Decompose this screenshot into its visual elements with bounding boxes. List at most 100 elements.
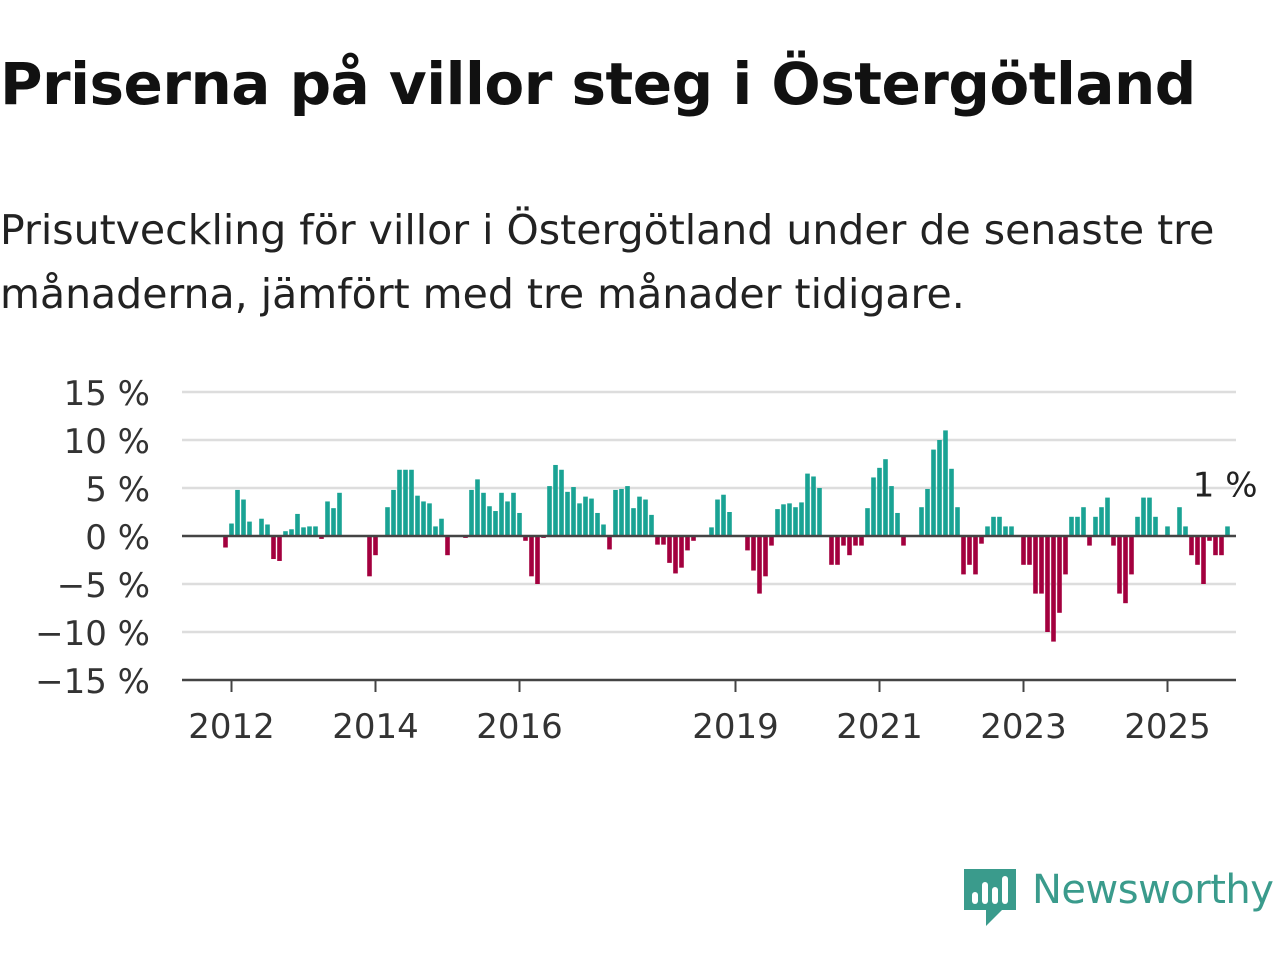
- bar-negative: [529, 536, 534, 577]
- bar-negative: [1207, 536, 1212, 541]
- bar-negative: [673, 536, 678, 574]
- x-axis: 2012 2014 2016 2019 2021 2023 2025: [182, 534, 1236, 747]
- bar-positive: [793, 507, 798, 536]
- y-tick-label: 5 %: [85, 470, 150, 510]
- chart-title: Priserna på villor steg i Östergötland: [0, 50, 1196, 118]
- bar-positive: [589, 498, 594, 536]
- bar-negative: [853, 536, 858, 546]
- y-tick-label: −15 %: [35, 662, 150, 702]
- bar-chart: 15 %10 %5 %0 %−5 %−10 %−15 % 2012 2014 201…: [35, 374, 1258, 747]
- bar-positive: [547, 486, 552, 536]
- bar-positive: [991, 516, 996, 536]
- bar-negative: [1063, 536, 1068, 575]
- bar-positive: [1165, 526, 1170, 536]
- newsworthy-brand: Newsworthy: [962, 864, 1280, 928]
- bar-positive: [265, 524, 270, 536]
- bar-positive: [241, 499, 246, 536]
- bar-positive: [259, 518, 264, 536]
- bar-negative: [967, 536, 972, 565]
- bar-positive: [553, 464, 558, 536]
- bar-positive: [643, 499, 648, 536]
- bar-negative: [523, 536, 528, 541]
- bar-negative: [973, 536, 978, 575]
- bar-positive: [511, 492, 516, 536]
- x-tick-label: 2012: [188, 707, 275, 747]
- bar-negative: [745, 536, 750, 551]
- bar-positive: [883, 459, 888, 536]
- bar-positive: [1135, 516, 1140, 536]
- bar-positive: [799, 502, 804, 536]
- bar-negative: [829, 536, 834, 565]
- x-tick-label: 2016: [476, 707, 563, 747]
- bar-positive: [229, 523, 234, 536]
- bar-positive: [439, 518, 444, 536]
- bar-positive: [985, 526, 990, 536]
- bar-negative: [685, 536, 690, 551]
- bar-positive: [943, 430, 948, 536]
- bar-positive: [1099, 507, 1104, 536]
- bar-positive: [499, 492, 504, 536]
- bar-positive: [421, 501, 426, 536]
- bar-negative: [757, 536, 762, 594]
- bar-positive: [289, 529, 294, 536]
- x-tick-label: 2025: [1124, 707, 1211, 747]
- bar-negative: [1087, 536, 1092, 546]
- bar-positive: [895, 512, 900, 536]
- bar-positive: [1147, 497, 1152, 536]
- bar-positive: [583, 496, 588, 536]
- bar-positive: [1183, 526, 1188, 536]
- brand-name: Newsworthy: [1032, 867, 1274, 913]
- bar-positive: [1153, 516, 1158, 536]
- bar-positive: [565, 491, 570, 536]
- bar-negative: [835, 536, 840, 565]
- bar-negative: [1117, 536, 1122, 594]
- bar-positive: [1105, 497, 1110, 536]
- bar-negative: [1057, 536, 1062, 613]
- bar-positive: [775, 509, 780, 536]
- bar-series: [223, 430, 1230, 642]
- bar-positive: [937, 440, 942, 536]
- bar-positive: [997, 516, 1002, 536]
- bar-positive: [1075, 516, 1080, 536]
- bar-negative: [979, 536, 984, 544]
- bar-positive: [295, 513, 300, 536]
- bar-positive: [721, 494, 726, 536]
- bar-negative: [751, 536, 756, 571]
- bar-negative: [961, 536, 966, 575]
- bar-negative: [691, 536, 696, 541]
- bar-positive: [925, 488, 930, 536]
- bar-positive: [337, 492, 342, 536]
- bar-positive: [505, 501, 510, 536]
- bar-negative: [223, 536, 228, 548]
- bar-positive: [433, 526, 438, 536]
- bar-negative: [1111, 536, 1116, 546]
- bar-positive: [427, 503, 432, 536]
- bar-positive: [331, 508, 336, 536]
- y-tick-label: 0 %: [85, 518, 150, 558]
- bar-positive: [1177, 507, 1182, 536]
- bar-negative: [667, 536, 672, 563]
- bar-negative: [841, 536, 846, 546]
- bar-negative: [271, 536, 276, 560]
- bar-negative: [859, 536, 864, 546]
- bar-positive: [403, 469, 408, 536]
- bar-positive: [409, 469, 414, 536]
- bar-positive: [283, 531, 288, 536]
- x-tick-label: 2023: [980, 707, 1067, 747]
- bar-negative: [1039, 536, 1044, 594]
- last-value-label: 1 %: [1193, 465, 1258, 505]
- bar-positive: [487, 506, 492, 536]
- bar-positive: [949, 468, 954, 536]
- bar-negative: [679, 536, 684, 568]
- bar-negative: [1129, 536, 1134, 575]
- bar-positive: [307, 526, 312, 536]
- bar-negative: [1219, 536, 1224, 556]
- bar-positive: [313, 526, 318, 536]
- y-tick-label: −5 %: [57, 566, 150, 606]
- bar-negative: [367, 536, 372, 577]
- bar-negative: [607, 536, 612, 550]
- bar-positive: [817, 488, 822, 536]
- bar-positive: [1069, 516, 1074, 536]
- bar-positive: [493, 511, 498, 536]
